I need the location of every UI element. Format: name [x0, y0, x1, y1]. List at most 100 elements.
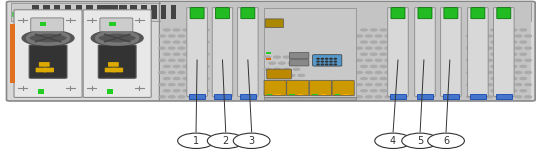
- Circle shape: [326, 58, 328, 59]
- Circle shape: [267, 35, 273, 37]
- Circle shape: [525, 72, 531, 73]
- Circle shape: [321, 61, 323, 62]
- FancyBboxPatch shape: [161, 5, 166, 19]
- Circle shape: [380, 53, 387, 55]
- FancyBboxPatch shape: [190, 8, 204, 19]
- Text: 4: 4: [390, 136, 396, 146]
- Circle shape: [286, 35, 293, 37]
- Circle shape: [198, 72, 204, 73]
- Circle shape: [366, 35, 372, 37]
- Circle shape: [296, 84, 302, 86]
- Circle shape: [284, 93, 290, 95]
- Circle shape: [276, 35, 283, 37]
- Circle shape: [188, 84, 194, 86]
- FancyBboxPatch shape: [298, 94, 303, 95]
- Circle shape: [520, 78, 526, 80]
- Circle shape: [385, 35, 392, 37]
- Circle shape: [264, 68, 271, 70]
- Circle shape: [188, 35, 194, 37]
- Circle shape: [164, 53, 170, 55]
- FancyBboxPatch shape: [151, 5, 157, 19]
- Circle shape: [361, 90, 367, 92]
- Circle shape: [330, 64, 332, 65]
- Circle shape: [380, 78, 387, 80]
- Circle shape: [515, 96, 522, 98]
- Circle shape: [188, 72, 194, 73]
- Circle shape: [291, 78, 298, 80]
- Circle shape: [496, 35, 502, 37]
- Circle shape: [281, 65, 288, 67]
- FancyBboxPatch shape: [267, 94, 272, 95]
- FancyBboxPatch shape: [321, 94, 326, 95]
- Circle shape: [284, 68, 290, 70]
- FancyBboxPatch shape: [65, 5, 71, 19]
- Circle shape: [501, 65, 507, 67]
- Circle shape: [178, 96, 185, 98]
- Circle shape: [501, 90, 507, 92]
- Circle shape: [515, 47, 522, 49]
- Circle shape: [481, 65, 488, 67]
- Circle shape: [525, 59, 531, 61]
- Circle shape: [335, 96, 341, 98]
- Circle shape: [272, 90, 278, 92]
- Circle shape: [385, 96, 392, 98]
- Circle shape: [159, 84, 165, 86]
- Circle shape: [291, 41, 298, 43]
- Circle shape: [306, 47, 312, 49]
- Circle shape: [505, 72, 512, 73]
- Circle shape: [281, 78, 288, 80]
- FancyBboxPatch shape: [497, 8, 511, 19]
- Circle shape: [326, 64, 328, 65]
- Circle shape: [310, 78, 317, 80]
- Circle shape: [279, 62, 285, 64]
- FancyBboxPatch shape: [265, 19, 284, 28]
- Circle shape: [325, 96, 332, 98]
- Circle shape: [298, 87, 305, 88]
- Circle shape: [486, 84, 492, 86]
- Ellipse shape: [178, 133, 214, 148]
- FancyBboxPatch shape: [97, 5, 104, 19]
- Circle shape: [385, 84, 392, 86]
- FancyBboxPatch shape: [76, 5, 82, 19]
- Circle shape: [325, 47, 332, 49]
- Circle shape: [370, 53, 377, 55]
- Circle shape: [293, 68, 300, 70]
- Circle shape: [520, 41, 526, 43]
- Circle shape: [370, 65, 377, 67]
- Circle shape: [183, 29, 190, 31]
- Circle shape: [276, 84, 283, 86]
- Circle shape: [356, 96, 362, 98]
- FancyBboxPatch shape: [12, 12, 14, 17]
- Circle shape: [491, 29, 497, 31]
- Circle shape: [496, 72, 502, 73]
- Circle shape: [361, 53, 367, 55]
- Circle shape: [286, 84, 293, 86]
- FancyBboxPatch shape: [444, 8, 458, 19]
- Circle shape: [496, 96, 502, 98]
- FancyBboxPatch shape: [122, 5, 127, 19]
- Circle shape: [168, 96, 175, 98]
- Circle shape: [291, 90, 298, 92]
- Circle shape: [288, 62, 295, 64]
- Circle shape: [320, 53, 327, 55]
- Circle shape: [183, 41, 190, 43]
- FancyBboxPatch shape: [471, 8, 485, 19]
- FancyBboxPatch shape: [441, 8, 461, 96]
- Circle shape: [496, 59, 502, 61]
- Circle shape: [510, 90, 517, 92]
- Circle shape: [159, 72, 165, 73]
- Circle shape: [293, 80, 300, 82]
- Circle shape: [317, 61, 319, 62]
- FancyBboxPatch shape: [415, 8, 435, 96]
- Circle shape: [291, 53, 298, 55]
- Circle shape: [164, 41, 170, 43]
- Circle shape: [159, 35, 165, 37]
- Circle shape: [375, 72, 382, 73]
- Circle shape: [510, 78, 517, 80]
- Circle shape: [330, 61, 332, 62]
- FancyBboxPatch shape: [29, 45, 67, 78]
- Circle shape: [272, 78, 278, 80]
- Circle shape: [188, 59, 194, 61]
- FancyBboxPatch shape: [241, 8, 255, 19]
- Circle shape: [173, 78, 180, 80]
